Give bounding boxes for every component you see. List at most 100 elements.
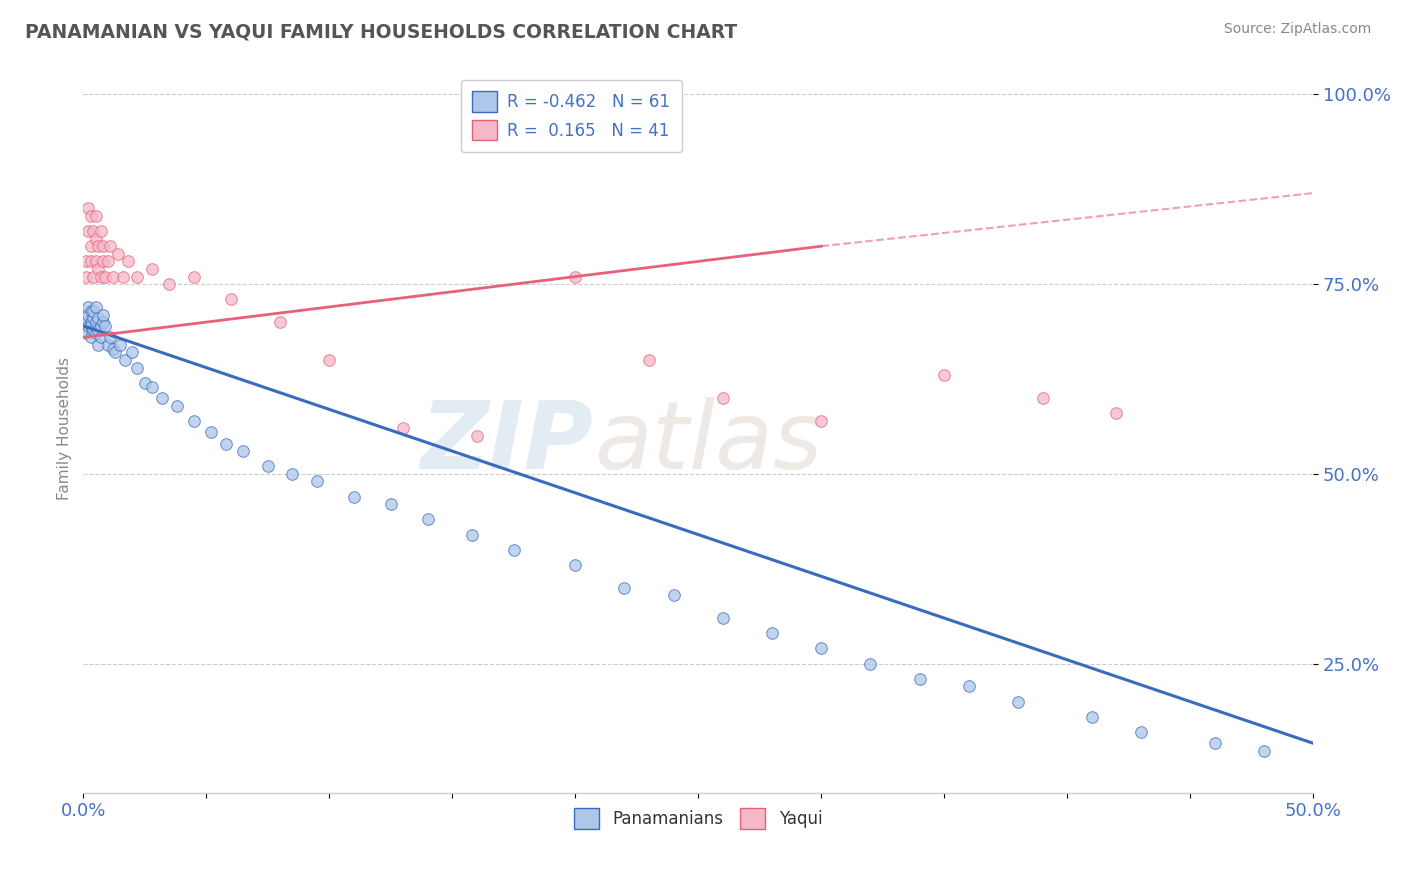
Point (84, 209, 107, 223)
Point (150, 391, 173, 405)
Point (461, 527, 484, 541)
Point (79, 254, 101, 268)
Point (166, 399, 188, 413)
Point (91, 239, 114, 253)
Point (89, 269, 111, 284)
Point (134, 376, 156, 390)
Legend: Panamanians, Yaqui: Panamanians, Yaqui (568, 802, 830, 835)
Point (117, 254, 139, 268)
Point (82, 303, 104, 318)
Point (91, 308, 114, 322)
Point (269, 315, 291, 329)
Point (79, 209, 101, 223)
Point (662, 588, 685, 602)
Point (84, 254, 107, 268)
Point (564, 558, 586, 572)
Point (79, 239, 101, 253)
Point (107, 247, 129, 261)
Point (810, 414, 832, 428)
Point (219, 293, 242, 307)
Point (82, 323, 104, 337)
Point (157, 277, 180, 292)
Point (77, 201, 100, 215)
Point (1007, 695, 1029, 709)
Point (127, 269, 149, 284)
Point (859, 657, 882, 671)
Point (1081, 710, 1104, 724)
Point (392, 421, 415, 435)
Point (82, 224, 104, 238)
Point (957, 680, 980, 694)
Point (380, 497, 402, 511)
Text: PANAMANIAN VS YAQUI FAMILY HOUSEHOLDS CORRELATION CHART: PANAMANIAN VS YAQUI FAMILY HOUSEHOLDS CO… (25, 22, 738, 41)
Point (318, 353, 340, 368)
Point (711, 611, 734, 625)
Point (281, 467, 304, 481)
Point (77, 308, 100, 322)
Point (343, 490, 366, 504)
Point (111, 269, 134, 284)
Point (91, 254, 114, 268)
Point (183, 414, 205, 428)
Point (127, 360, 149, 375)
Text: Source: ZipAtlas.com: Source: ZipAtlas.com (1223, 22, 1371, 37)
Point (465, 429, 488, 443)
Point (84, 300, 107, 314)
Text: atlas: atlas (593, 398, 823, 489)
Point (141, 262, 163, 277)
Point (502, 542, 524, 557)
Point (94, 269, 117, 284)
Point (77, 224, 100, 238)
Point (1253, 744, 1275, 758)
Point (711, 391, 734, 405)
Point (101, 269, 124, 284)
Point (416, 512, 439, 526)
Point (84, 326, 107, 341)
Point (761, 626, 783, 640)
Point (79, 330, 101, 344)
Point (84, 232, 107, 246)
Point (89, 224, 111, 238)
Point (75, 326, 97, 341)
Point (98, 239, 121, 253)
Point (564, 269, 586, 284)
Point (75, 254, 97, 268)
Point (87, 311, 110, 326)
Point (82, 269, 104, 284)
Point (101, 342, 124, 356)
Point (200, 425, 222, 439)
Point (613, 581, 636, 595)
Point (183, 269, 205, 284)
Point (84, 315, 107, 329)
Y-axis label: Family Households: Family Households (58, 357, 72, 500)
Point (810, 641, 832, 656)
Point (114, 353, 136, 368)
Point (108, 338, 131, 352)
Point (908, 672, 931, 686)
Point (1032, 391, 1054, 405)
Point (1130, 725, 1153, 739)
Point (89, 318, 111, 333)
Point (1204, 736, 1226, 750)
Point (1105, 406, 1128, 420)
Point (141, 379, 163, 393)
Point (98, 330, 121, 344)
Point (87, 239, 110, 253)
Point (79, 318, 101, 333)
Point (75, 315, 97, 329)
Point (97, 254, 120, 268)
Point (87, 262, 110, 277)
Point (77, 318, 100, 333)
Point (89, 330, 111, 344)
Point (305, 475, 328, 489)
Point (104, 345, 127, 359)
Point (232, 444, 254, 458)
Point (215, 436, 238, 450)
Text: ZIP: ZIP (420, 397, 593, 489)
Point (75, 269, 97, 284)
Point (934, 368, 956, 383)
Point (256, 459, 278, 474)
Point (91, 315, 114, 329)
Point (79, 315, 101, 329)
Point (87, 323, 110, 337)
